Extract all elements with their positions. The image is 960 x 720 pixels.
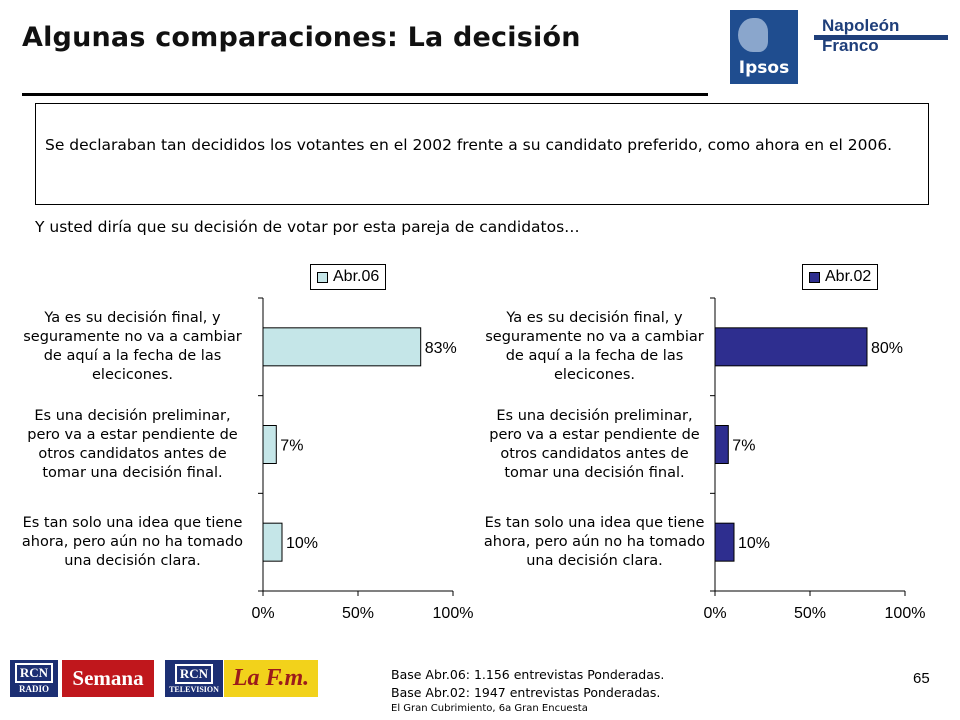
category-label-line: de aquí a la fecha de las	[505, 347, 684, 364]
category-label: Es una decisión preliminar, pero va a est…	[10, 407, 255, 483]
x-tick-label: 100%	[885, 605, 926, 622]
x-tick-label: 100%	[433, 605, 474, 622]
category-label-line: tomar una decisión final.	[504, 464, 685, 481]
category-label-line: Ya es su decisión final, y	[506, 309, 683, 326]
base-note: Base Abr.06: 1.156 entrevistas Ponderada…	[391, 666, 664, 702]
ipsos-logo-text: Ipsos	[738, 58, 790, 78]
napoleon-franco-text: Napoleón Franco	[822, 16, 900, 55]
ipsos-logo: Ipsos	[730, 10, 798, 84]
category-label: Ya es su decisión final, y seguramente no…	[482, 309, 707, 385]
category-label-line: Ya es su decisión final, y	[44, 309, 221, 326]
rcn-television-logo: RCN TELEVISION	[165, 660, 223, 697]
question-box: Se declaraban tan decididos los votantes…	[35, 103, 929, 205]
legend-swatch	[317, 271, 328, 283]
category-label-line: ahora, pero aún no ha tomado	[483, 533, 706, 550]
category-label: Es una decisión preliminar, pero va a est…	[482, 407, 707, 483]
category-label-line: pero va a estar pendiente de	[27, 426, 238, 443]
base-note-line: Base Abr.02: 1947 entrevistas Ponderadas…	[391, 685, 661, 700]
chart-abr06: 0% 50% 100% 83% 7% 10% Ya es su decisión final…	[10, 258, 480, 628]
category-label-line: Es tan solo una idea que tiene	[484, 514, 705, 531]
bar	[714, 327, 868, 367]
legend-swatch	[809, 271, 820, 283]
bar	[262, 425, 277, 464]
rcn-radio-logo-mark: RCN	[14, 663, 54, 683]
data-label: 7%	[732, 438, 755, 455]
category-label-line: otros candidatos antes de	[38, 445, 227, 462]
bar	[262, 327, 422, 367]
category-label-line: de aquí a la fecha de las	[43, 347, 222, 364]
rcn-television-logo-text: TELEVISION	[169, 684, 219, 694]
category-label-line: seguramente no va a cambiar	[485, 328, 704, 345]
data-label: 10%	[738, 535, 770, 552]
category-label-line: elecicones.	[92, 366, 173, 383]
semana-logo: Semana	[62, 660, 154, 697]
legend-label: Abr.02	[825, 268, 872, 285]
bar	[714, 522, 735, 562]
title-divider	[22, 93, 708, 96]
category-label-line: Es una decisión preliminar,	[34, 407, 231, 424]
category-label-line: una decisión clara.	[64, 552, 201, 569]
napoleon-franco-logo: Napoleón Franco	[814, 16, 948, 55]
category-label-line: tomar una decisión final.	[42, 464, 223, 481]
category-label-line: otros candidatos antes de	[500, 445, 689, 462]
data-label: 7%	[280, 438, 303, 455]
category-label-line: pero va a estar pendiente de	[489, 426, 700, 443]
question-text: Se declaraban tan decididos los votantes…	[45, 136, 893, 154]
category-label: Ya es su decisión final, y seguramente no…	[10, 309, 255, 385]
chart-abr02: 0% 50% 100% 80% 7% 10% Ya es su decisión final…	[482, 258, 952, 628]
chart-svg: 0% 50% 100% 80% 7% 10%	[703, 297, 926, 622]
bar	[262, 522, 283, 562]
source-note: El Gran Cubrimiento, 6a Gran Encuesta	[391, 703, 588, 714]
rcn-television-logo-mark: RCN	[174, 663, 214, 684]
page-title: Algunas comparaciones: La decisión	[22, 22, 581, 53]
category-label-line: Es tan solo una idea que tiene	[22, 514, 243, 531]
bar	[714, 425, 729, 464]
category-label: Es tan solo una idea que tiene ahora, per…	[482, 514, 707, 571]
category-label-line: Es una decisión preliminar,	[496, 407, 693, 424]
rcn-radio-logo: RCN RADIO	[10, 660, 58, 697]
x-tick-label: 0%	[251, 605, 274, 622]
la-fm-logo: La F.m.	[224, 660, 318, 697]
page-number: 65	[913, 670, 930, 687]
base-note-line: Base Abr.06: 1.156 entrevistas Ponderada…	[391, 667, 665, 682]
rcn-radio-logo-text: RADIO	[18, 684, 49, 694]
chart-svg: 0% 50% 100% 83% 7% 10%	[251, 297, 474, 622]
x-tick-label: 50%	[342, 605, 374, 622]
chart-legend: Abr.02	[802, 264, 879, 290]
x-tick-label: 50%	[794, 605, 826, 622]
category-label-line: ahora, pero aún no ha tomado	[21, 533, 244, 550]
chart-legend: Abr.06	[310, 264, 387, 290]
napoleon-franco-underline	[814, 35, 948, 40]
category-label: Es tan solo una idea que tiene ahora, per…	[10, 514, 255, 571]
x-tick-label: 0%	[703, 605, 726, 622]
data-label: 83%	[425, 340, 457, 357]
data-label: 80%	[871, 340, 903, 357]
ipsos-logo-mark	[738, 18, 768, 52]
data-label: 10%	[286, 535, 318, 552]
category-label-line: elecicones.	[554, 366, 635, 383]
category-label-line: una decisión clara.	[526, 552, 663, 569]
legend-label: Abr.06	[333, 268, 380, 285]
chart-subtitle: Y usted diría que su decisión de votar p…	[35, 218, 580, 236]
category-label-line: seguramente no va a cambiar	[23, 328, 242, 345]
